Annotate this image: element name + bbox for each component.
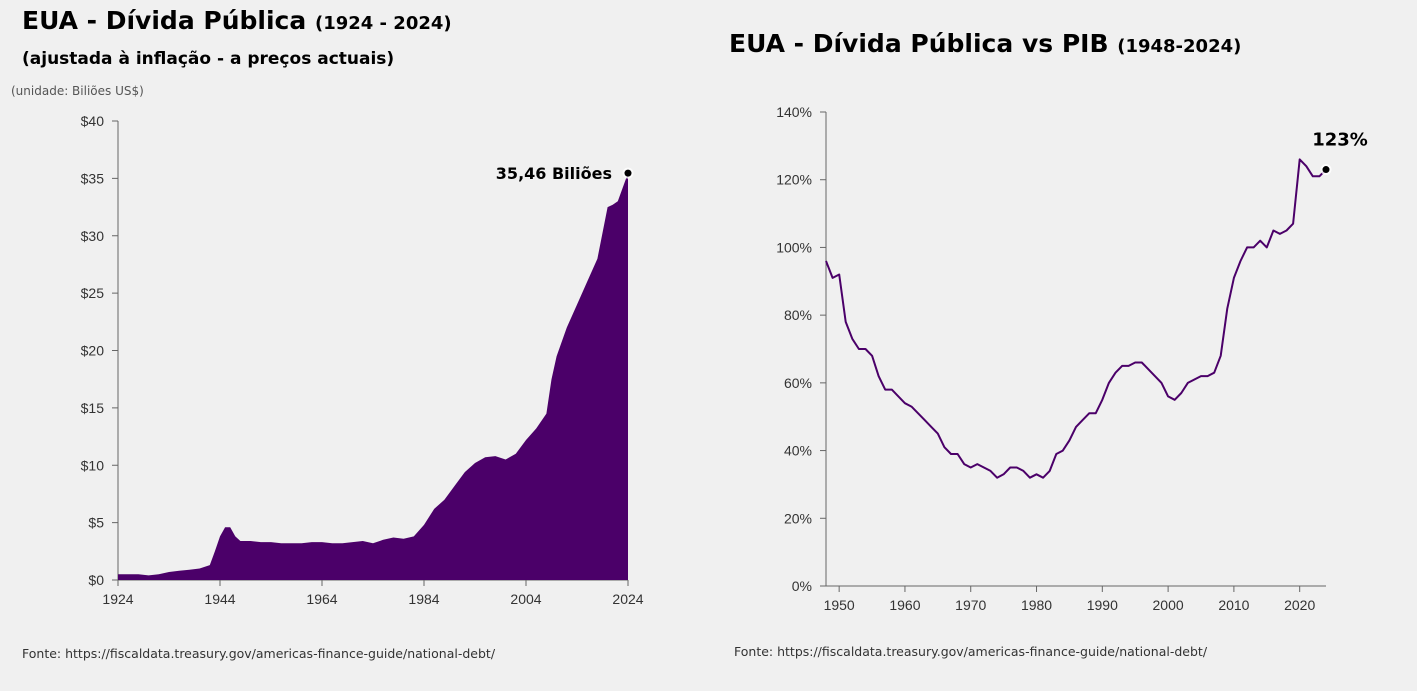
y-tick-label: $30 xyxy=(81,228,105,244)
y-tick-label: 100% xyxy=(776,239,812,255)
y-tick-label: $35 xyxy=(81,170,105,186)
y-tick-label: $20 xyxy=(81,343,105,359)
annotation-point xyxy=(1322,166,1330,174)
x-tick-label: 2000 xyxy=(1153,597,1184,613)
annotation-point xyxy=(624,169,632,177)
y-tick-label: $25 xyxy=(81,285,105,301)
series-line xyxy=(825,158,1327,479)
x-tick-label: 2024 xyxy=(612,591,643,607)
y-tick-label: 60% xyxy=(784,375,812,391)
y-tick-label: 0% xyxy=(792,578,812,594)
left-chart-subtitle: (ajustada à inflação - a preços actuais) xyxy=(22,49,395,69)
x-tick-label: 1944 xyxy=(204,591,235,607)
x-tick-label: 1980 xyxy=(1021,597,1052,613)
y-tick-label: $40 xyxy=(81,113,105,129)
left-chart-source[interactable]: Fonte: https://fiscaldata.treasury.gov/a… xyxy=(22,646,496,661)
right-debt-gdp-line-chart: 0% 20% 40% 60% 80% 100% 120% 140% 1950 1960 1970 19… xyxy=(776,104,1368,613)
y-tick-label: $0 xyxy=(88,572,104,588)
left-title-range: (1924 - 2024) xyxy=(314,13,452,34)
left-chart-title: EUA - Dívida Pública (1924 - 2024) xyxy=(22,6,452,35)
x-tick-label: 1984 xyxy=(408,591,439,607)
annotation-label: 123% xyxy=(1312,130,1368,151)
x-tick-label: 2010 xyxy=(1218,597,1249,613)
right-title-range: (1948-2024) xyxy=(1117,36,1242,57)
left-debt-area-chart: $0 $5 $10 $15 $20 $25 $30 $35 $40 1924 1944 1964 198… xyxy=(81,113,644,607)
x-tick-label: 1950 xyxy=(824,597,855,613)
y-tick-label: $10 xyxy=(81,457,105,473)
x-tick-label: 1960 xyxy=(889,597,920,613)
left-chart-unit: (unidade: Biliões US$) xyxy=(11,84,144,98)
annotation-label: 35,46 Biliões xyxy=(496,164,612,183)
y-tick-label: $15 xyxy=(81,400,105,416)
x-tick-label: 2004 xyxy=(510,591,541,607)
y-tick-label: 140% xyxy=(776,104,812,120)
x-tick-label: 1970 xyxy=(955,597,986,613)
x-tick-label: 1990 xyxy=(1087,597,1118,613)
left-title-text: EUA - Dívida Pública xyxy=(22,6,307,35)
right-chart-title: EUA - Dívida Pública vs PIB (1948-2024) xyxy=(729,29,1241,58)
y-tick-label: 120% xyxy=(776,172,812,188)
x-tick-label: 1924 xyxy=(102,591,133,607)
x-tick-label: 1964 xyxy=(306,591,337,607)
y-tick-label: $5 xyxy=(88,515,104,531)
y-tick-label: 40% xyxy=(784,443,812,459)
series-area xyxy=(118,173,628,580)
right-title-text: EUA - Dívida Pública vs PIB xyxy=(729,29,1109,58)
y-tick-label: 20% xyxy=(784,510,812,526)
x-tick-label: 2020 xyxy=(1284,597,1315,613)
y-tick-label: 80% xyxy=(784,307,812,323)
right-chart-source[interactable]: Fonte: https://fiscaldata.treasury.gov/a… xyxy=(734,644,1208,659)
